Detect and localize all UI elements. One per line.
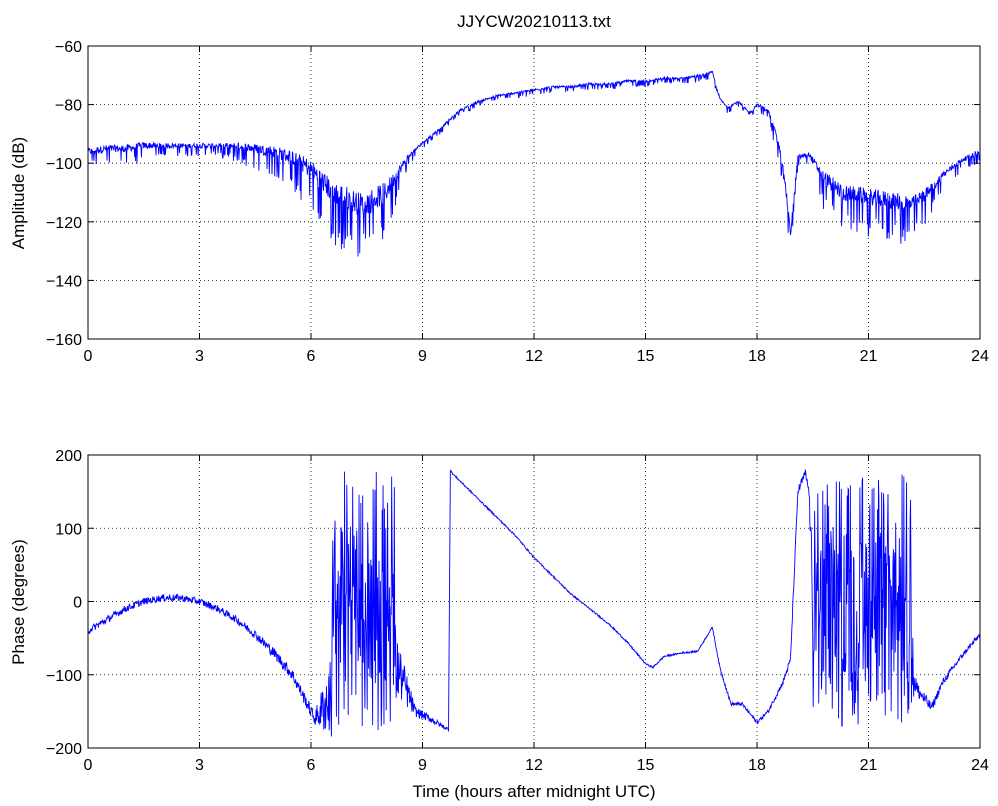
phase-y-tick-label: 200	[55, 448, 82, 465]
phase-y-tick-label: 100	[55, 521, 82, 538]
amplitude-x-tick-label: 0	[84, 348, 93, 365]
phase-x-tick-label: 21	[860, 757, 878, 774]
phase-series-line	[88, 469, 980, 737]
amplitude-y-tick-label: −120	[46, 215, 82, 232]
amplitude-y-axis-label: Amplitude (dB)	[9, 137, 28, 249]
phase-x-tick-label: 6	[307, 757, 316, 774]
amplitude-y-tick-label: −80	[55, 98, 82, 115]
phase-x-tick-label: 3	[195, 757, 204, 774]
amplitude-y-tick-label: −160	[46, 332, 82, 349]
chart-title: JJYCW20210113.txt	[457, 12, 611, 31]
amplitude-x-tick-label: 15	[637, 348, 655, 365]
amplitude-x-tick-label: 21	[860, 348, 878, 365]
amplitude-y-tick-label: −100	[46, 156, 82, 173]
amplitude-x-tick-label: 24	[971, 348, 989, 365]
amplitude-y-tick-label: −60	[55, 39, 82, 56]
amplitude-x-tick-label: 18	[748, 348, 766, 365]
phase-x-tick-label: 12	[525, 757, 543, 774]
amplitude-x-tick-label: 3	[195, 348, 204, 365]
phase-x-tick-label: 0	[84, 757, 93, 774]
amplitude-series-line	[88, 70, 980, 257]
phase-axes: 0 3 6 9 12 15 18 21 24 −200 −100 0 100 200	[46, 448, 989, 774]
amplitude-axes: 0 3 6 9 12 15 18 21 24 −160 −140 −120 −100 −80 −60	[46, 39, 989, 365]
phase-x-tick-label: 15	[637, 757, 655, 774]
phase-y-tick-label: −100	[46, 668, 82, 685]
phase-x-tick-label: 24	[971, 757, 989, 774]
phase-x-tick-label: 9	[418, 757, 427, 774]
phase-y-tick-label: 0	[73, 595, 82, 612]
phase-y-tick-label: −200	[46, 741, 82, 758]
amplitude-y-tick-label: −140	[46, 273, 82, 290]
amplitude-x-tick-label: 6	[307, 348, 316, 365]
phase-x-tick-label: 18	[748, 757, 766, 774]
x-axis-label: Time (hours after midnight UTC)	[412, 782, 655, 801]
amplitude-x-tick-label: 12	[525, 348, 543, 365]
phase-y-axis-label: Phase (degrees)	[9, 539, 28, 665]
amplitude-x-tick-label: 9	[418, 348, 427, 365]
